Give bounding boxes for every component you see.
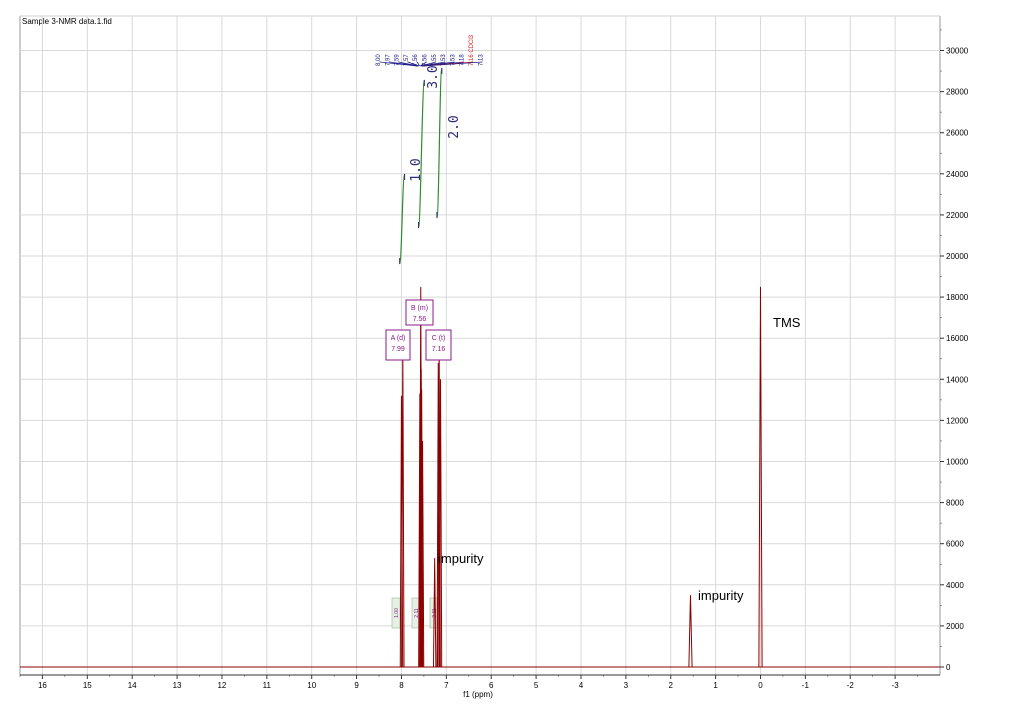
x-tick-label: 12 xyxy=(217,681,226,690)
y-tick-label: 18000 xyxy=(946,293,969,302)
x-axis-label: f1 (ppm) xyxy=(463,690,493,699)
x-tick-label: 4 xyxy=(579,681,584,690)
integral-small-box xyxy=(391,597,401,629)
x-tick-label: 7 xyxy=(444,681,449,690)
y-tick-label: 24000 xyxy=(946,170,969,179)
integral-value: 2.0 xyxy=(447,115,462,138)
peak-label: 7.16 CDCl3 xyxy=(469,34,475,66)
peak-labels: 8.00 7.97 7.59 7.57 7.56 7.56 7.55 7.53 7.53 7.18… xyxy=(376,34,484,67)
x-tick-label: 6 xyxy=(489,681,494,690)
peak-label: 7.56 xyxy=(413,54,419,66)
spectrum-peak xyxy=(419,389,424,668)
integral-value: 3.0 xyxy=(426,65,441,88)
multiplet-label: A (d) xyxy=(391,335,406,342)
integral-curve xyxy=(399,173,406,265)
integral-curve xyxy=(417,79,425,229)
x-tick-label: 13 xyxy=(173,681,182,690)
integral-small-label: 1.00 xyxy=(394,608,400,618)
y-tick-label: 14000 xyxy=(946,375,969,384)
x-tick-label: -3 xyxy=(892,681,900,690)
peak-label: 7.56 xyxy=(423,54,429,66)
peak-label: 7.57 xyxy=(404,54,410,66)
peak-label: 7.18 xyxy=(460,54,466,66)
multiplet-label: B (m) xyxy=(411,305,428,312)
x-tick-label: 1 xyxy=(713,681,718,690)
integral-small-label: 2.11 xyxy=(414,608,420,618)
peak-label-connector xyxy=(389,61,418,67)
x-tick-label: 14 xyxy=(128,681,137,690)
y-tick-label: 2000 xyxy=(946,622,964,631)
y-tick-label: 8000 xyxy=(946,499,964,508)
peak-label: 7.53 xyxy=(441,54,447,66)
spectrum-peak xyxy=(436,362,440,668)
x-tick-label: 11 xyxy=(263,681,272,690)
peak-label-connector xyxy=(407,61,420,67)
y-tick-label: 0 xyxy=(946,663,951,672)
spectrum-peak xyxy=(432,558,437,668)
peak-label: 7.59 xyxy=(395,54,401,66)
spectrum-peak xyxy=(438,379,443,668)
integral-curve xyxy=(436,67,443,219)
x-tick-label: 15 xyxy=(83,681,92,690)
integral-value: 1.0 xyxy=(409,158,424,181)
x-tick-label: 5 xyxy=(534,681,539,690)
annotation-impurity: impurity xyxy=(698,588,744,603)
peak-label-connector xyxy=(423,61,483,67)
peak-label: 8.00 xyxy=(376,54,382,66)
multiplet-label: C (t) xyxy=(432,335,446,342)
y-axis: 3000028000260002400022000200001800016000… xyxy=(940,29,969,672)
y-tick-label: 28000 xyxy=(946,88,969,97)
y-tick-label: 10000 xyxy=(946,458,969,467)
y-tick-label: 4000 xyxy=(946,581,964,590)
x-tick-label: 3 xyxy=(624,681,629,690)
y-tick-label: 16000 xyxy=(946,334,969,343)
peak-label-connector xyxy=(419,61,427,67)
annotation-impurity: impurity xyxy=(438,551,484,566)
x-tick-label: 8 xyxy=(399,681,404,690)
window-title: Sample 3-NMR data.1.fid xyxy=(22,17,112,26)
peak-label: 7.55 xyxy=(432,54,438,66)
peak-label: 7.53 xyxy=(450,54,456,66)
x-tick-label: 16 xyxy=(38,681,47,690)
spectrum-peak xyxy=(758,286,763,668)
annotations: TMS impurity impurity xyxy=(438,315,801,603)
y-tick-label: 12000 xyxy=(946,416,969,425)
peak-label: 7.13 xyxy=(478,54,484,66)
multiplet-box xyxy=(425,329,452,361)
peak-label-connector xyxy=(398,61,419,67)
y-tick-label: 6000 xyxy=(946,540,964,549)
x-axis: 16 15 14 13 12 11 10 9 8 7 6 5 4 3 2 1 0 -1 -2 -3 xyxy=(19,674,940,690)
spectrum-peak xyxy=(688,595,693,668)
multiplet-shift: 7.16 xyxy=(432,346,446,353)
spectrum-peak xyxy=(420,440,425,668)
y-tick-label: 26000 xyxy=(946,129,969,138)
y-tick-label: 22000 xyxy=(946,211,969,220)
x-tick-label: -2 xyxy=(847,681,855,690)
x-tick-label: 9 xyxy=(354,681,359,690)
multiplet-shift: 7.99 xyxy=(391,346,405,353)
peak-label-connector xyxy=(416,61,420,67)
y-tick-label: 20000 xyxy=(946,252,969,261)
multiplet-boxes: A (d) 7.99 B (m) 7.56 C (t) 7.16 xyxy=(385,299,452,361)
annotation-tms: TMS xyxy=(773,315,801,330)
multiplet-shift: 7.56 xyxy=(413,316,427,323)
x-tick-label: 10 xyxy=(307,681,316,690)
x-tick-label: 2 xyxy=(669,681,674,690)
multiplet-box xyxy=(385,329,411,361)
y-tick-label: 30000 xyxy=(946,47,969,56)
multiplet-box xyxy=(405,299,434,326)
peak-label: 7.97 xyxy=(385,54,391,66)
x-tick-label: 0 xyxy=(758,681,763,690)
x-tick-label: -1 xyxy=(802,681,810,690)
